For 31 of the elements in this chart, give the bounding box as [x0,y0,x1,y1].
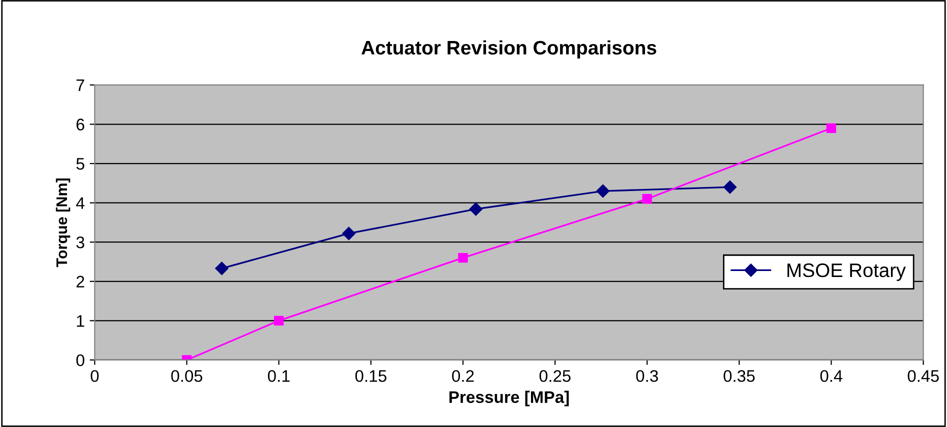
y-tick-label: 4 [76,197,84,209]
point [826,123,836,134]
point [642,194,652,204]
x-tick-label: 0.45 [908,370,939,382]
point [596,184,610,198]
y-tick-label: 0 [76,354,84,366]
x-tick-label: 0.35 [724,370,755,382]
x-tick-label: 0.2 [452,370,474,382]
point [274,316,284,326]
x-tick-label: 0 [90,370,99,382]
y-tick-label: 7 [76,80,84,92]
y-axis-title: Torque [Nm] [56,178,70,268]
y-tick-label: 3 [76,236,84,248]
point [458,252,468,263]
y-tick-label: 5 [76,158,84,170]
chart-title: Actuator Revision Comparisons [361,40,656,58]
x-tick-label: 0.15 [355,370,386,382]
x-tick-label: 0.25 [539,370,571,382]
x-tick-label: 0.4 [820,370,842,382]
x-axis-title: Pressure [MPa] [449,390,569,406]
y-tick-label: 2 [76,276,84,288]
y-tick-label: 6 [76,118,84,130]
x-tick-label: 0.3 [636,370,658,382]
point [215,262,228,276]
y-tick-label: 1 [76,315,84,327]
point [469,202,482,216]
point [342,226,356,240]
point [723,180,737,194]
legend-label: MSOE Rotary [787,263,906,282]
x-tick-label: 0.1 [268,370,290,382]
x-tick-label: 0.05 [171,370,202,382]
